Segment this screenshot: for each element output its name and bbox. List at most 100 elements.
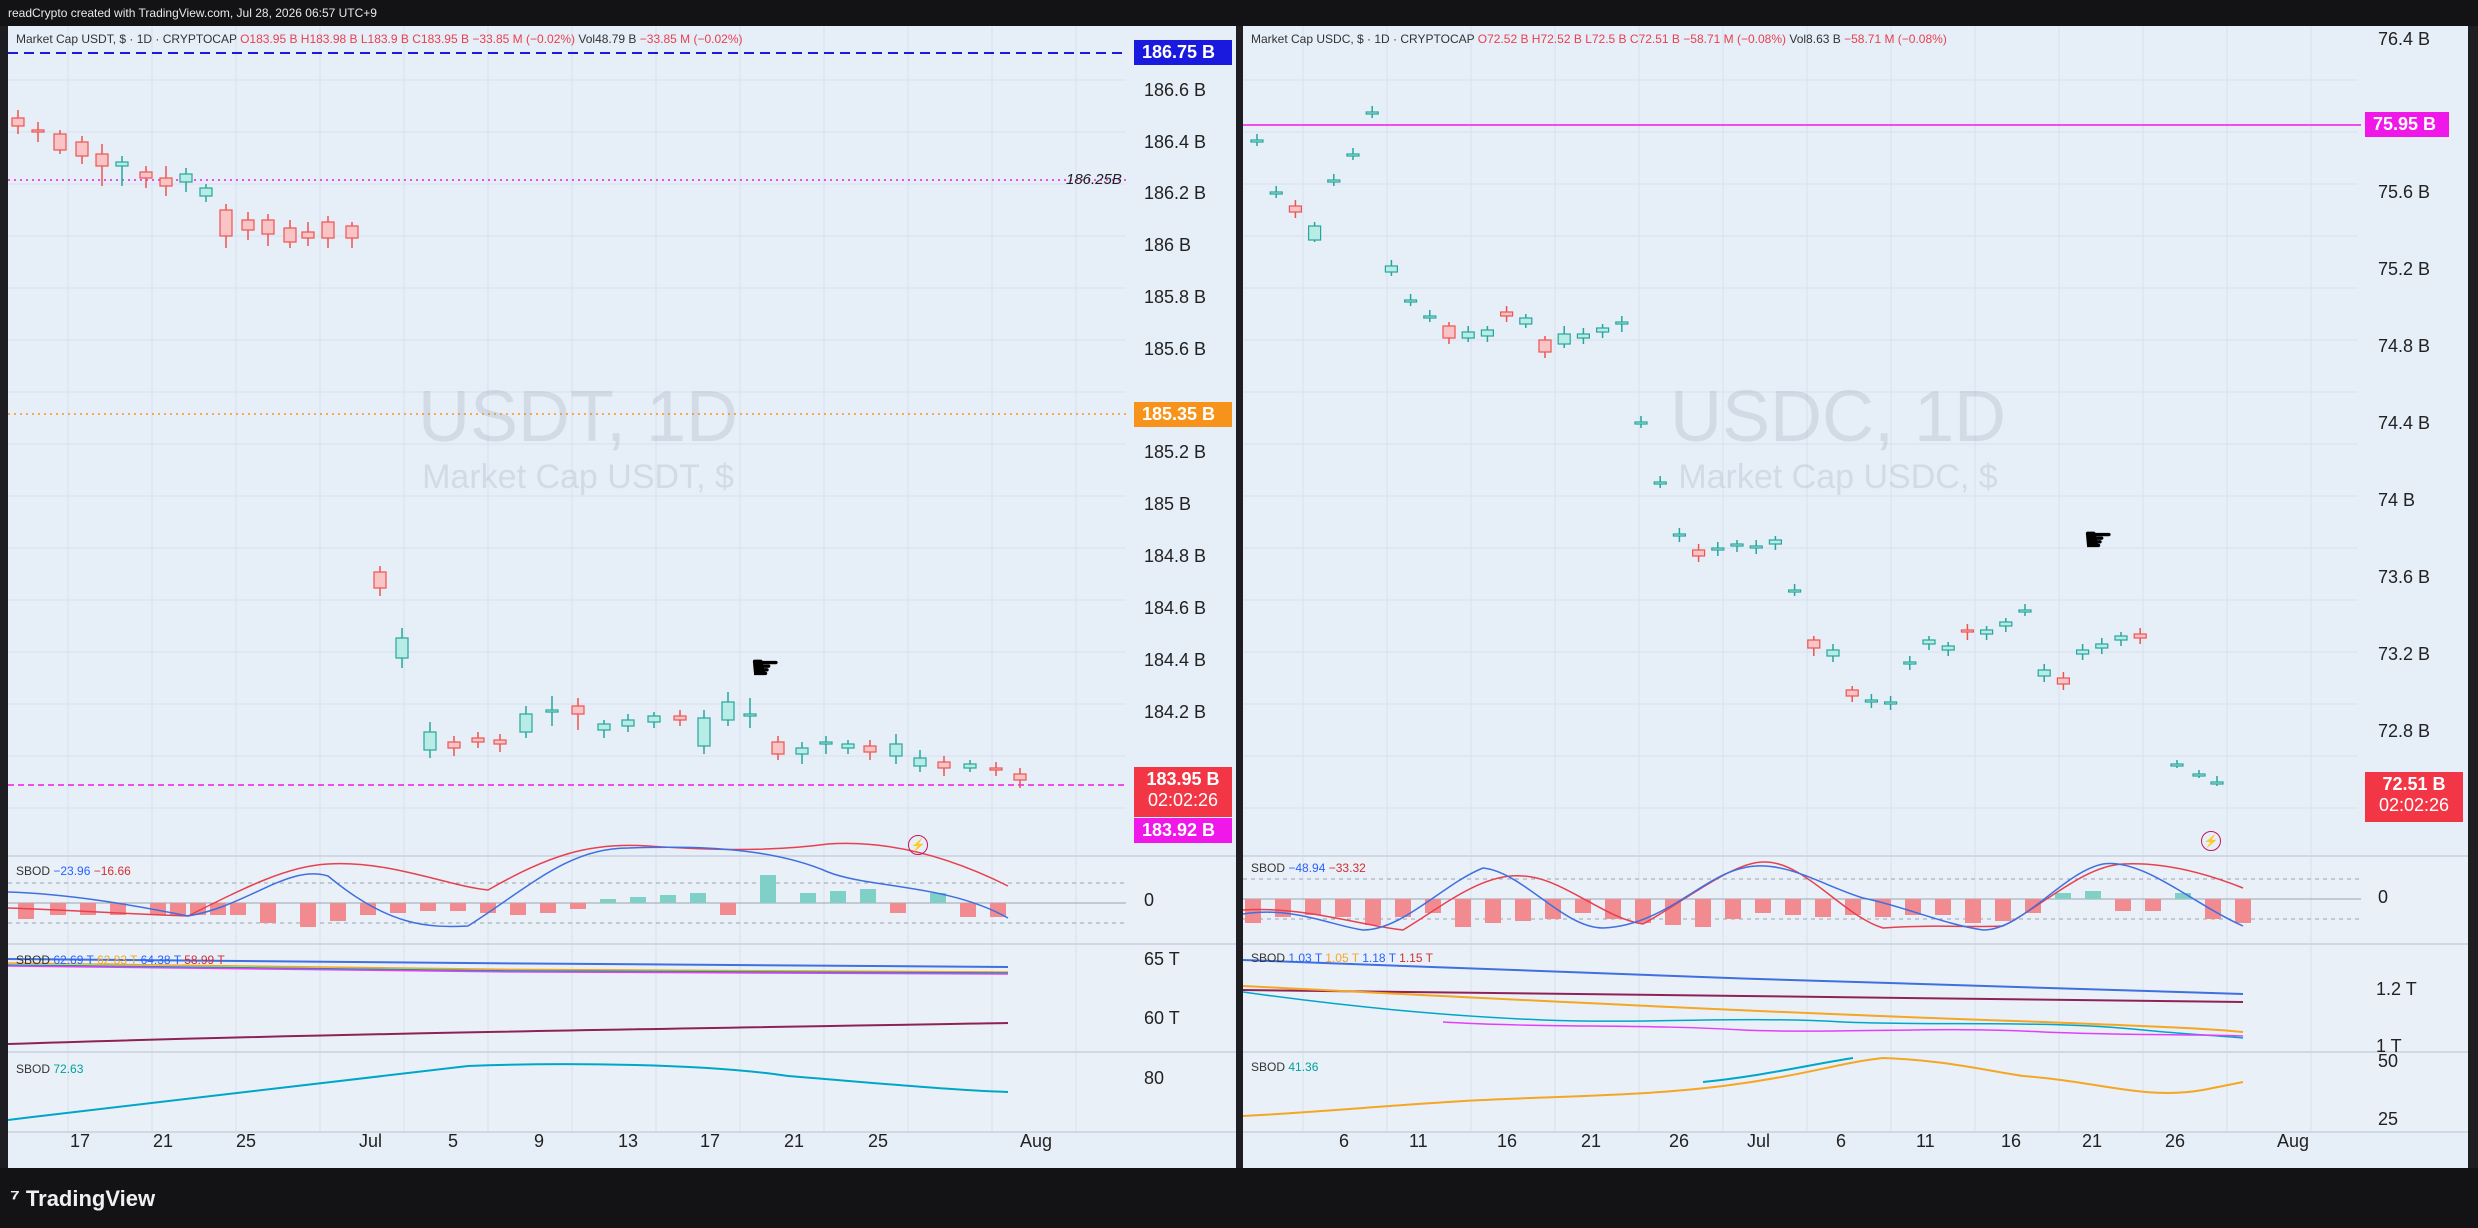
x-tick-label: Jul [1747,1131,1771,1151]
sbod1-histogram-bar [1455,899,1471,927]
legend-change: −58.71 M (−0.08%) [1683,32,1787,46]
legend-volume: Vol8.63 B [1789,32,1841,46]
usdt-chart-canvas[interactable] [8,26,1236,1168]
sbod1-histogram-bar [630,897,646,903]
candle-body [1596,327,1610,333]
sbod2-line [1243,959,2244,995]
y-tick-label: 74.4 B [2378,413,2431,433]
indicator-value: 1.03 T [1288,951,1322,965]
candle-body [673,715,687,721]
candle-body [841,743,855,749]
candle-body [2075,649,2090,655]
x-tick-label: 21 [1581,1131,1602,1151]
y-tick-label: 74.8 B [2378,336,2431,356]
x-tick-label: 16 [2001,1131,2022,1151]
sbod1-histogram-bar [1725,899,1741,919]
candle-body [447,741,461,749]
candle-body [115,161,129,167]
sbod1-histogram-bar [390,903,406,913]
candle-body [819,741,833,745]
usdt-chart-panel[interactable]: Market Cap USDT, $ · 1D · CRYPTOCAP O183… [8,26,1236,1168]
y-tick-label: 185.6 B [1144,339,1207,359]
candle-body [321,221,335,239]
bar-countdown: 02:02:26 [2378,795,2450,815]
candle-body [621,719,635,727]
sbod1-histogram-bar [830,891,846,903]
sbod1-histogram-bar [1575,899,1591,913]
candle-body [1557,333,1571,345]
y-tick-label: 186 B [1144,235,1192,255]
sbod2-line [8,1022,1009,1045]
candle-body [1461,331,1475,339]
candle-body [795,747,809,755]
sbod2-axis-label: 1.2 T [2376,979,2417,999]
indicator-value: −16.66 [93,864,131,878]
sbod1-histogram-bar [1305,899,1321,915]
x-tick-label: 16 [1497,1131,1518,1151]
x-tick-label: 25 [868,1131,889,1151]
x-tick-label: 11 [1409,1131,1428,1151]
candle-body [1711,547,1725,551]
legend-title: Market Cap USDT, $ · 1D · CRYPTOCAP [16,32,237,46]
sbod1-histogram-bar [1935,899,1951,915]
candle-body [1423,315,1437,319]
y-tick-label: 184.4 B [1144,650,1207,670]
y-tick-label: 185.2 B [1144,442,1207,462]
sbod1-histogram-bar [860,889,876,903]
indicator-value: −23.96 [53,864,91,878]
candle-body [1787,589,1802,593]
sbod2-line [1442,1021,2244,1037]
sbod1-histogram-bar [230,903,246,915]
candle-body [545,709,559,713]
usdc-sbod3-legend: SBOD 41.36 [1251,1060,1318,1074]
y-tick-label: 75.2 B [2378,259,2431,279]
x-tick-label: 21 [153,1131,174,1151]
candle-body [1365,111,1379,115]
candle-body [913,757,927,767]
candle-body [423,731,437,751]
sbod1-histogram-bar [600,899,616,903]
sbod1-histogram-bar [210,903,226,915]
candle-body [721,701,735,721]
usdc-chart-panel[interactable]: Market Cap USDC, $ · 1D · CRYPTOCAP O72.… [1243,26,2468,1168]
candle-body [1941,645,1955,651]
candle-body [1442,325,1456,339]
sbod1-histogram-bar [720,903,736,915]
y-tick-label: 184.2 B [1144,702,1207,722]
candle-body [2114,635,2128,641]
sbod1-main-line [1243,862,2244,931]
y-tick-label: 74 B [2378,490,2416,510]
y-tick-label: 184.6 B [1144,598,1207,618]
candle-body [395,637,409,659]
sbod1-histogram-bar [2055,893,2071,899]
y-tick-label: 185.8 B [1144,287,1207,307]
sbod1-histogram-bar [80,903,96,915]
sbod1-histogram-bar [420,903,436,911]
x-tick-label: 6 [1339,1131,1350,1151]
legend-close: C183.95 B [412,32,469,46]
x-tick-label: 26 [2165,1131,2186,1151]
candle-body [1538,339,1552,353]
sbod1-histogram-bar [1245,899,1261,923]
legend-close: C72.51 B [1629,32,1680,46]
candle-body [1615,321,1629,325]
sbod1-histogram-bar [1965,899,1981,923]
indicator-value: −33.32 [1328,861,1366,875]
lightning-icon[interactable]: ⚡ [2201,831,2221,851]
sbod3-line [1702,1057,1854,1083]
candle-body [889,743,903,757]
legend-volume: Vol48.79 B [578,32,637,46]
candle-body [1269,191,1283,195]
sbod3-line [1243,1056,2244,1117]
pointer-hand-icon: ☛ [2083,521,2114,559]
footer-bar: ⁷ TradingView [0,1168,2478,1228]
usdc-sbod2-legend: SBOD 1.03 T 1.05 T 1.18 T 1.15 T [1251,951,1433,965]
candle-body [1749,545,1763,549]
sbod2-line [8,958,1009,968]
candle-body [179,173,193,183]
usdc-chart-canvas[interactable] [1243,26,2468,1168]
lightning-icon[interactable]: ⚡ [908,835,928,855]
candle-body [53,133,67,151]
candle-body [1845,689,1859,697]
tradingview-logo[interactable]: ⁷ TradingView [10,1185,155,1213]
